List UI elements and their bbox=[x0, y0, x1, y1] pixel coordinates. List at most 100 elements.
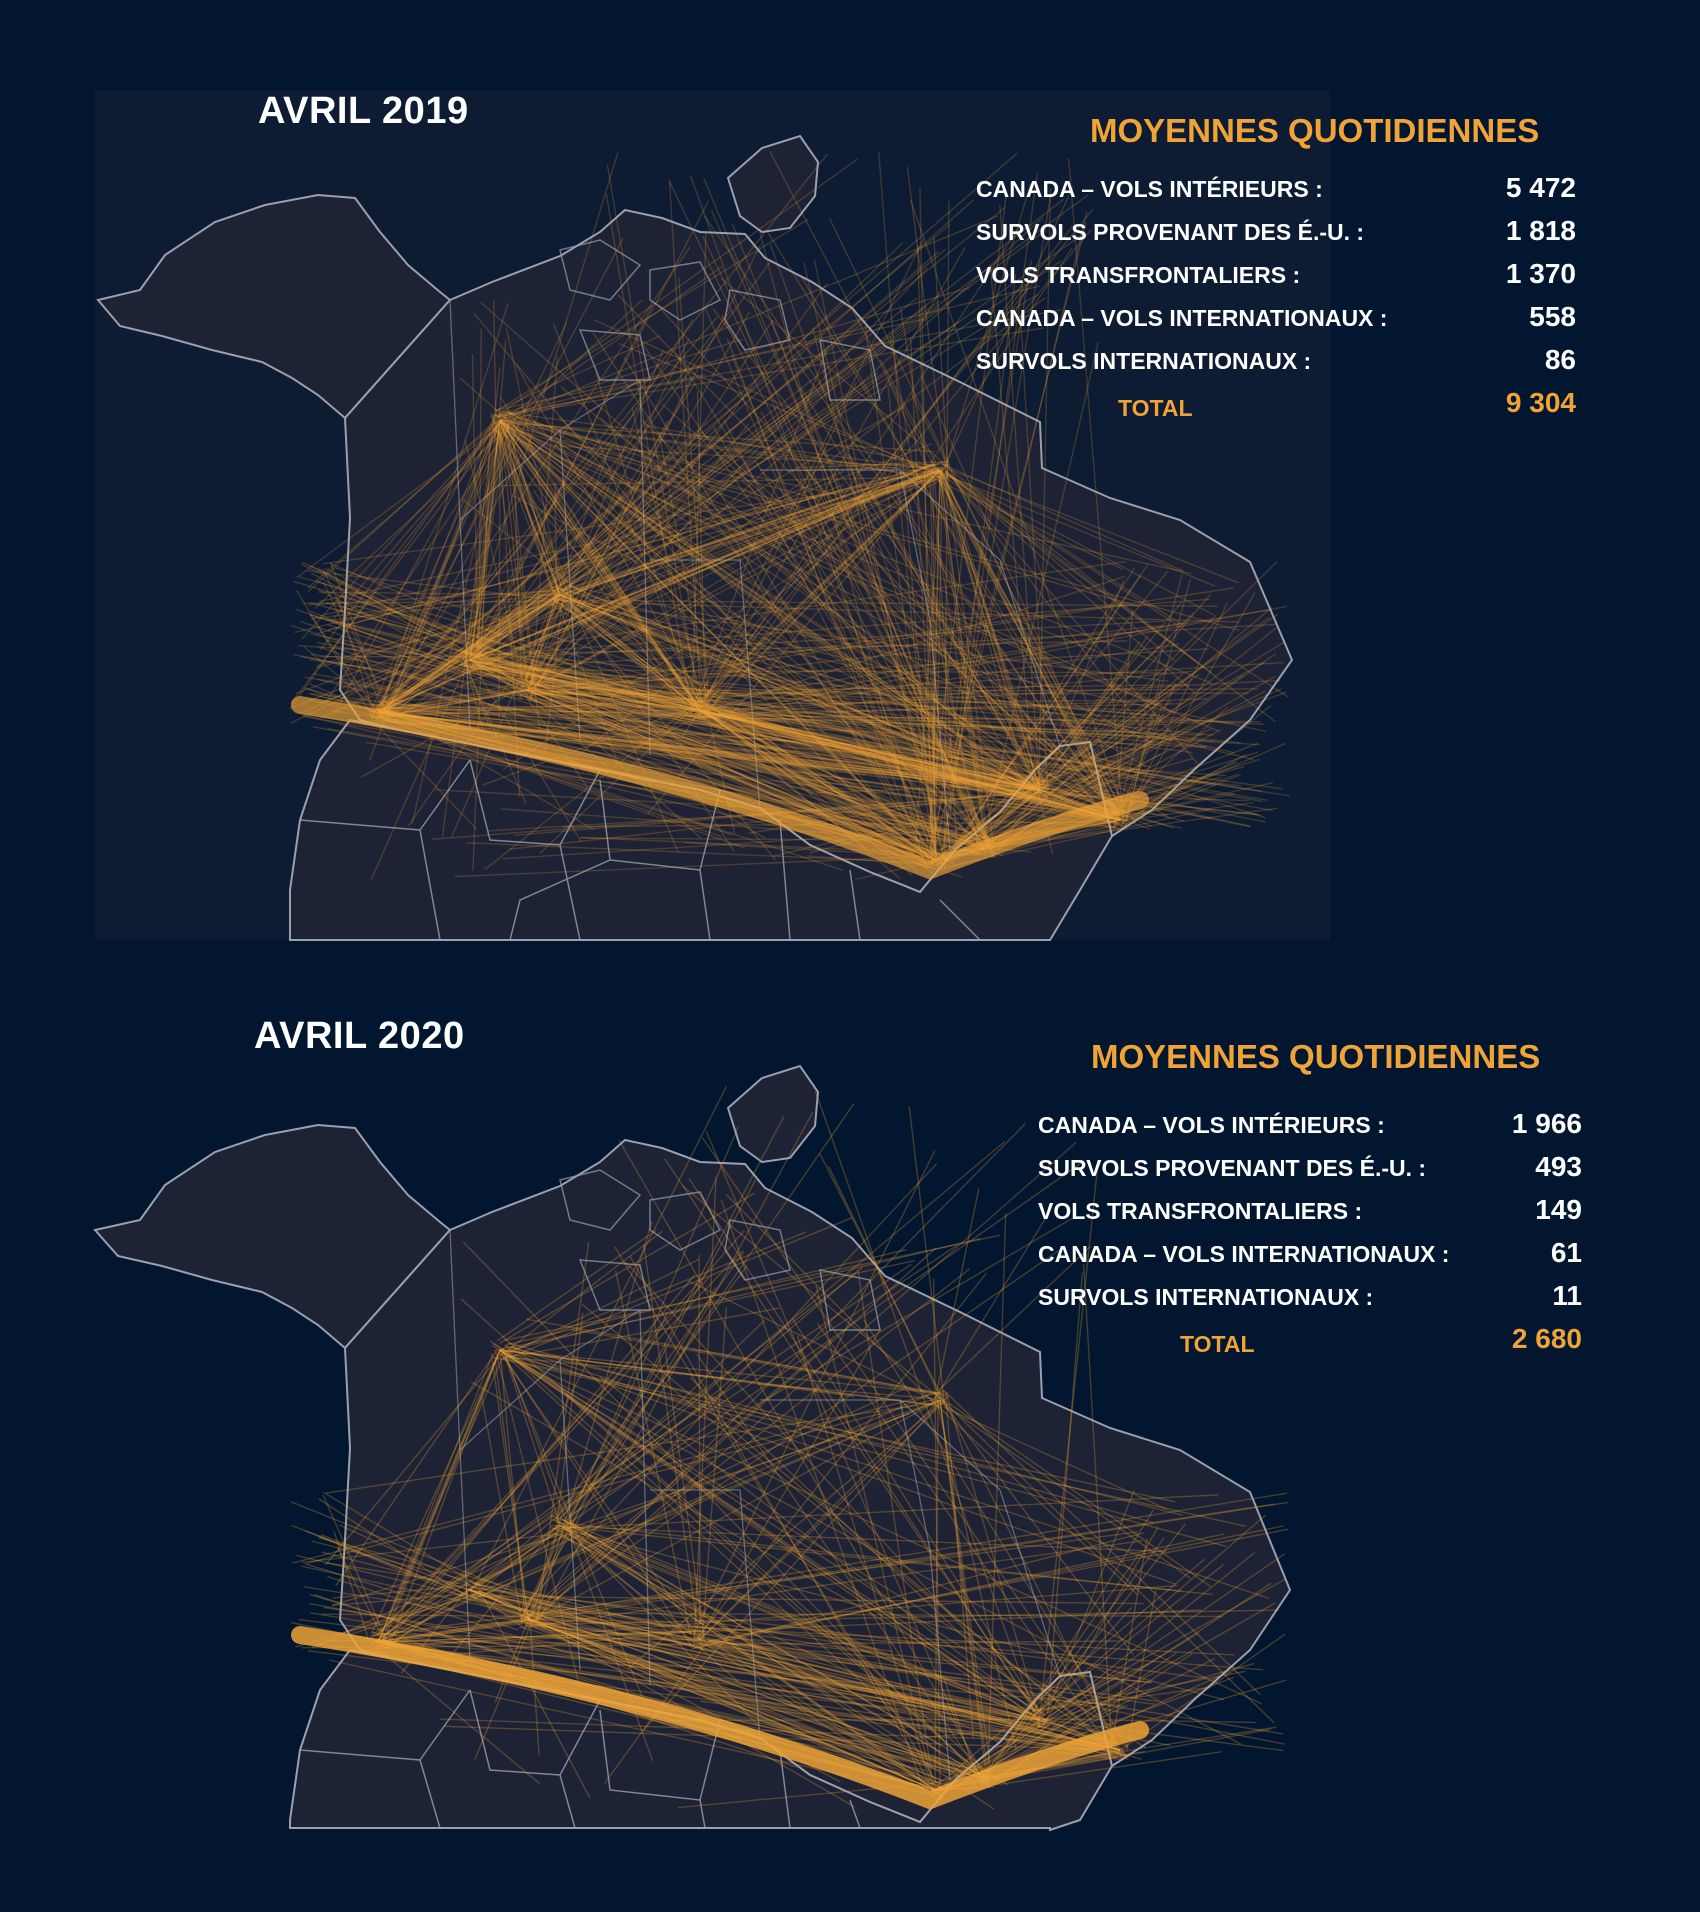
flight-line bbox=[377, 689, 529, 718]
flight-line bbox=[385, 710, 981, 756]
flight-line bbox=[322, 581, 382, 704]
flight-line bbox=[310, 653, 710, 703]
flight-line bbox=[317, 567, 526, 686]
flight-line bbox=[511, 494, 1046, 782]
flight-line bbox=[783, 743, 1122, 813]
flight-line bbox=[985, 672, 1184, 854]
flight-line bbox=[552, 598, 701, 711]
flight-line bbox=[520, 406, 930, 861]
flight-line bbox=[712, 308, 1113, 827]
flight-line bbox=[469, 600, 557, 661]
flight-line bbox=[370, 1390, 724, 1646]
flight-line bbox=[569, 602, 813, 796]
flight-line bbox=[535, 648, 1209, 688]
flight-line bbox=[939, 469, 1120, 814]
stat-label: CANADA – VOLS INTERNATIONAUX : bbox=[1038, 1241, 1450, 1267]
flight-line bbox=[939, 469, 1117, 824]
flight-line bbox=[303, 1586, 519, 1622]
flight-line bbox=[527, 603, 571, 691]
flight-line bbox=[499, 419, 949, 480]
flight-line bbox=[524, 338, 690, 682]
stat-value: 1 370 bbox=[1505, 258, 1576, 289]
flight-line bbox=[693, 1177, 717, 1646]
flight-line bbox=[332, 414, 508, 620]
flight-line bbox=[559, 464, 937, 596]
flight-line bbox=[386, 1349, 501, 1652]
flight-line bbox=[631, 406, 704, 705]
flight-line bbox=[377, 711, 1036, 787]
flight-line bbox=[1036, 634, 1149, 792]
flight-line bbox=[555, 593, 1151, 775]
flight-line bbox=[568, 584, 1041, 791]
flight-line bbox=[498, 416, 936, 861]
flight-line bbox=[705, 1130, 985, 1789]
flight-line bbox=[493, 423, 500, 469]
flight-line bbox=[338, 664, 930, 852]
flight-line bbox=[377, 1533, 566, 1643]
flight-line bbox=[650, 1370, 1120, 1752]
flight-line bbox=[338, 1524, 470, 1586]
flight-line bbox=[379, 194, 1089, 716]
flight-line bbox=[529, 587, 1234, 697]
flight-line bbox=[527, 1619, 980, 1779]
flight-line bbox=[312, 725, 985, 855]
flight-line bbox=[561, 490, 856, 599]
flight-line bbox=[699, 1639, 1125, 1757]
flight-line bbox=[379, 699, 1153, 709]
flight-line bbox=[316, 601, 556, 669]
flight-line bbox=[325, 639, 1034, 789]
flight-line bbox=[519, 1539, 1143, 1629]
flight-line bbox=[618, 1139, 988, 1781]
flight-line bbox=[371, 703, 1013, 815]
flight-line bbox=[377, 684, 530, 713]
flight-line bbox=[643, 1243, 701, 1641]
flight-line bbox=[524, 695, 1121, 821]
flight-line bbox=[376, 1633, 701, 1641]
flight-line bbox=[535, 296, 1046, 684]
flight-line bbox=[387, 703, 1203, 736]
flight-line bbox=[381, 689, 529, 710]
flight-line bbox=[699, 709, 943, 856]
flight-line bbox=[499, 1349, 934, 1406]
flight-line bbox=[760, 411, 991, 842]
flight-line bbox=[382, 321, 568, 714]
flight-line bbox=[870, 734, 991, 845]
flight-line bbox=[678, 277, 710, 703]
flight-line bbox=[942, 789, 1041, 857]
us-state-borders bbox=[299, 759, 981, 941]
flight-line bbox=[495, 414, 625, 450]
flight-line bbox=[302, 561, 926, 865]
flight-line bbox=[937, 466, 986, 849]
flight-line bbox=[463, 1584, 1285, 1745]
flight-line bbox=[939, 194, 1052, 864]
flight-line bbox=[503, 1350, 558, 1370]
flight-line bbox=[469, 372, 879, 655]
island-outlines bbox=[559, 1169, 881, 1331]
flight-line bbox=[466, 664, 1290, 797]
flight-lines bbox=[290, 1086, 1289, 1810]
flight-line bbox=[700, 704, 1262, 793]
flight-line bbox=[377, 1359, 492, 1643]
flight-line bbox=[723, 419, 941, 856]
flight-line bbox=[698, 1642, 1041, 1721]
flight-line bbox=[725, 1193, 937, 1406]
flight-line bbox=[470, 469, 941, 661]
flight-line bbox=[916, 244, 938, 858]
flight-line bbox=[461, 664, 1263, 803]
flight-line bbox=[499, 419, 1032, 793]
flight-line bbox=[730, 354, 934, 853]
flight-line bbox=[373, 714, 999, 754]
flight-line bbox=[696, 704, 1121, 821]
flight-line bbox=[940, 466, 1019, 754]
flight-line bbox=[1042, 1526, 1159, 1727]
stat-label: SURVOLS INTERNATIONAUX : bbox=[976, 348, 1312, 374]
flight-line bbox=[469, 1581, 785, 1674]
flight-line bbox=[699, 709, 995, 857]
flight-line bbox=[526, 1123, 1026, 1631]
flight-line bbox=[559, 1524, 977, 1788]
flight-line bbox=[558, 586, 701, 711]
flight-line bbox=[376, 316, 718, 715]
flight-line bbox=[699, 709, 1111, 823]
flight-line bbox=[939, 1399, 989, 1787]
flight-line bbox=[930, 1399, 1139, 1596]
